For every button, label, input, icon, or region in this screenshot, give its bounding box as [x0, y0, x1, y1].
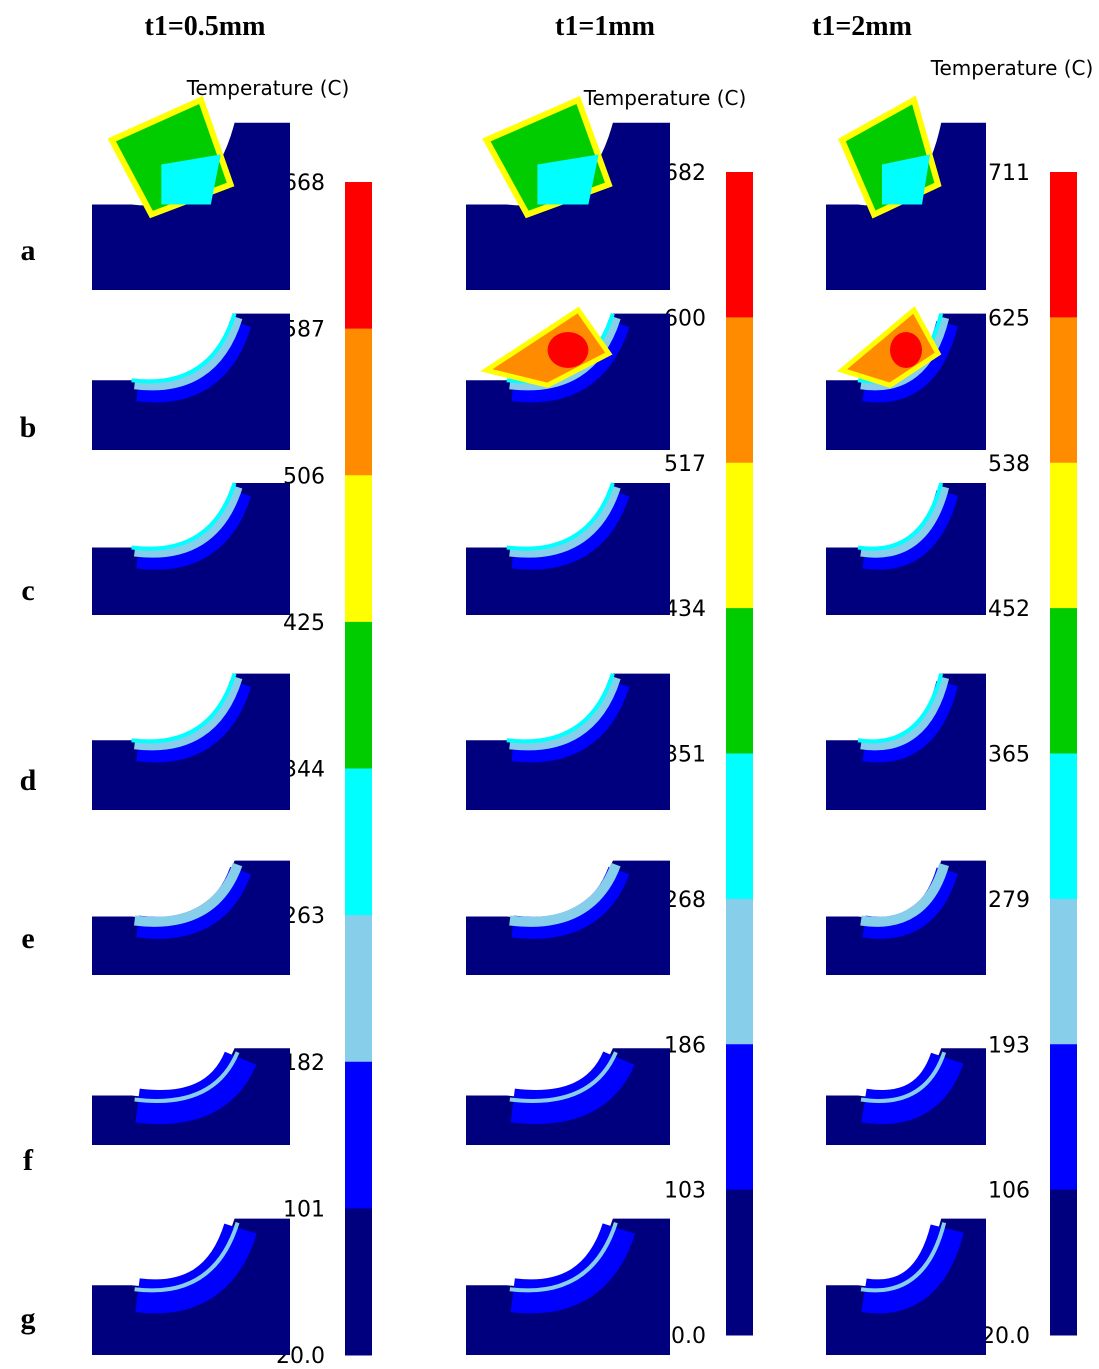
legend-title: Temperature (C) [930, 56, 1094, 80]
row-label: f [23, 1144, 34, 1177]
column-title: t1=0.5mm [145, 11, 266, 42]
colorbar-segment [345, 475, 372, 622]
colorbar-label: 186 [664, 1033, 706, 1058]
colorbar-segment [726, 899, 753, 1045]
colorbar-label: 268 [664, 888, 706, 913]
heat-band [864, 1229, 947, 1297]
row-label: g [21, 1302, 36, 1335]
colorbar-segment [345, 182, 372, 329]
colorbar-segment [345, 769, 372, 916]
colorbar-segment [726, 463, 753, 609]
chip-hot [890, 332, 922, 368]
colorbar-label: 103 [664, 1179, 706, 1204]
row-label: a [21, 234, 36, 267]
figure: t1=0.5mmTemperature (C)66858750642534426… [0, 0, 1099, 1369]
colorbar-label: 20.0 [981, 1324, 1030, 1349]
colorbar-segment [726, 608, 753, 754]
colorbar-segment [345, 1062, 372, 1209]
colorbar-segment [1050, 1044, 1077, 1190]
row-label: c [21, 574, 34, 607]
colorbar-segment [345, 1208, 372, 1355]
colorbar-segment [1050, 754, 1077, 900]
heat-band [513, 1229, 619, 1297]
colorbar-segment [726, 317, 753, 463]
colorbar-segment [345, 915, 372, 1062]
colorbar-label: 365 [988, 743, 1030, 768]
colorbar-segment [345, 622, 372, 769]
colorbar-segment [1050, 172, 1077, 318]
colorbar-segment [1050, 899, 1077, 1045]
colorbar-label: 279 [988, 888, 1030, 913]
colorbar-label: 682 [664, 161, 706, 186]
column-title: t1=1mm [555, 11, 655, 42]
heat-band [138, 1229, 241, 1297]
row-label: d [20, 764, 37, 797]
colorbar-segment [726, 1190, 753, 1336]
colorbar-segment [726, 1044, 753, 1190]
colorbar-segment [1050, 317, 1077, 463]
colorbar-label: 193 [988, 1033, 1030, 1058]
colorbar-segment [1050, 463, 1077, 609]
colorbar-segment [726, 754, 753, 900]
colorbar-label: 434 [664, 597, 706, 622]
colorbar-label: 351 [664, 743, 706, 768]
legend-title: Temperature (C) [583, 86, 747, 110]
colorbar-label: 625 [988, 306, 1030, 331]
column-title: t1=2mm [812, 11, 912, 42]
legend-title: Temperature (C) [186, 76, 350, 100]
colorbar-label: 538 [988, 452, 1030, 477]
colorbar-label: 600 [664, 306, 706, 331]
colorbar-label: 106 [988, 1179, 1030, 1204]
colorbar-label: 517 [664, 452, 706, 477]
colorbar-segment [1050, 608, 1077, 754]
colorbar-label: 711 [988, 161, 1030, 186]
chip-hot [548, 332, 589, 368]
row-label: b [20, 411, 37, 444]
row-label: e [21, 922, 34, 955]
colorbar-segment [726, 172, 753, 318]
colorbar-segment [345, 329, 372, 476]
colorbar-label: 452 [988, 597, 1030, 622]
colorbar-segment [1050, 1190, 1077, 1336]
